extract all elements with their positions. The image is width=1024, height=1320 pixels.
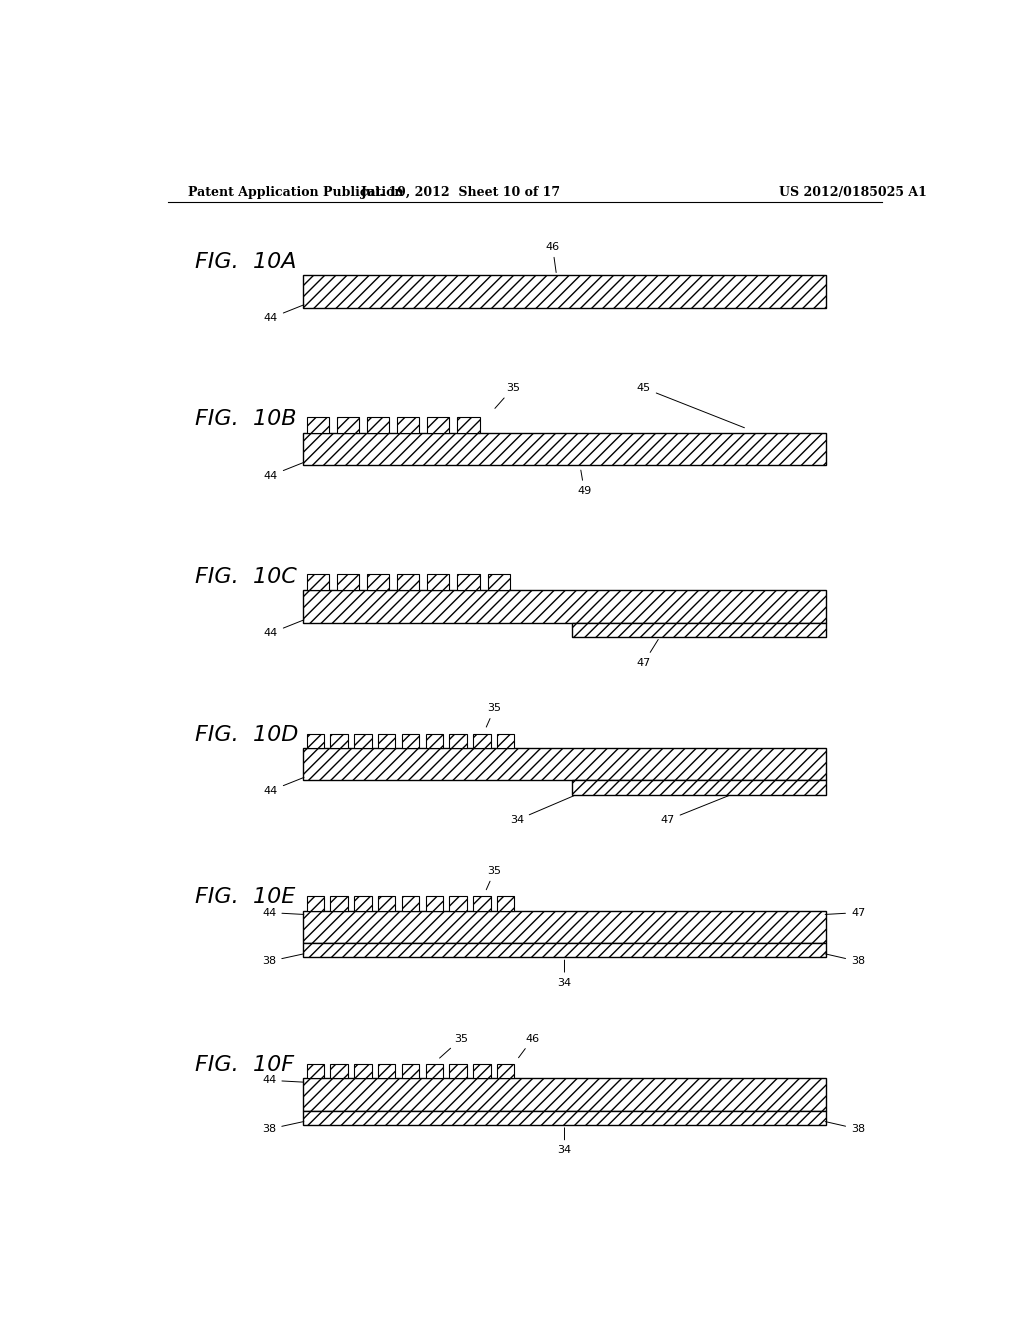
Text: Jul. 19, 2012  Sheet 10 of 17: Jul. 19, 2012 Sheet 10 of 17 [361,186,561,199]
Bar [397,574,419,590]
Bar [473,734,490,748]
Text: 47: 47 [825,908,865,917]
Bar [303,1078,826,1110]
Bar [303,590,826,623]
Text: 38: 38 [825,954,865,966]
Bar [450,1064,467,1078]
Text: 46: 46 [518,1034,540,1057]
Bar [306,1064,324,1078]
Text: 38: 38 [262,954,304,966]
Bar [378,1064,395,1078]
Bar [450,896,467,911]
Bar [497,1064,514,1078]
Text: 44: 44 [262,1076,304,1085]
Bar [306,896,324,911]
Bar [401,1064,419,1078]
Bar [306,734,324,748]
Bar [306,417,329,433]
Bar [427,574,450,590]
Text: 44: 44 [264,305,304,323]
Bar [354,1064,372,1078]
Bar [497,734,514,748]
Bar [354,734,372,748]
Text: 35: 35 [486,866,502,890]
Text: 44: 44 [264,777,304,796]
Bar [473,1064,490,1078]
Bar [337,574,359,590]
Bar [303,942,826,957]
Bar [401,896,419,911]
Bar [458,417,479,433]
Bar [426,734,443,748]
Text: 38: 38 [262,1122,304,1134]
Text: US 2012/0185025 A1: US 2012/0185025 A1 [778,186,927,199]
Bar [401,734,419,748]
Text: FIG.  10C: FIG. 10C [196,568,297,587]
Bar [397,417,419,433]
Bar [487,574,510,590]
Bar [450,734,467,748]
Bar [572,623,826,638]
Bar [497,896,514,911]
Text: FIG.  10E: FIG. 10E [196,887,296,907]
Text: 44: 44 [264,462,304,480]
Text: 35: 35 [486,704,502,727]
Bar [303,748,826,780]
Bar [378,896,395,911]
Bar [331,1064,348,1078]
Bar [473,896,490,911]
Text: 46: 46 [546,242,560,272]
Text: 34: 34 [557,1127,571,1155]
Bar [426,1064,443,1078]
Bar [367,574,389,590]
Text: FIG.  10B: FIG. 10B [196,409,297,429]
Text: 49: 49 [578,470,592,496]
Bar [458,574,479,590]
Text: 38: 38 [825,1122,865,1134]
Bar [306,574,329,590]
Text: FIG.  10A: FIG. 10A [196,252,297,272]
Bar [303,911,826,942]
Text: Patent Application Publication: Patent Application Publication [187,186,403,199]
Bar [426,896,443,911]
Bar [378,734,395,748]
Bar [337,417,359,433]
Text: 35: 35 [439,1034,468,1059]
Bar [331,734,348,748]
Text: 44: 44 [262,908,304,917]
Text: FIG.  10F: FIG. 10F [196,1055,295,1074]
Bar [354,896,372,911]
Text: 47: 47 [637,639,658,668]
Bar [303,276,826,308]
Bar [303,1110,826,1125]
Text: 34: 34 [510,796,573,825]
Text: 34: 34 [557,960,571,987]
Bar [367,417,389,433]
Bar [572,780,826,795]
Bar [427,417,450,433]
Text: 44: 44 [264,620,304,638]
Text: FIG.  10D: FIG. 10D [196,725,299,744]
Bar [303,433,826,466]
Text: 47: 47 [660,796,728,825]
Text: 45: 45 [637,383,744,428]
Bar [331,896,348,911]
Text: 35: 35 [495,383,520,408]
